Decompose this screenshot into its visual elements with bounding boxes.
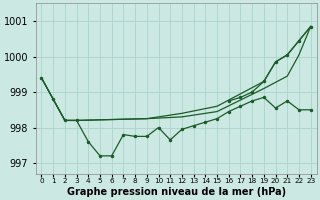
X-axis label: Graphe pression niveau de la mer (hPa): Graphe pression niveau de la mer (hPa) (67, 187, 286, 197)
